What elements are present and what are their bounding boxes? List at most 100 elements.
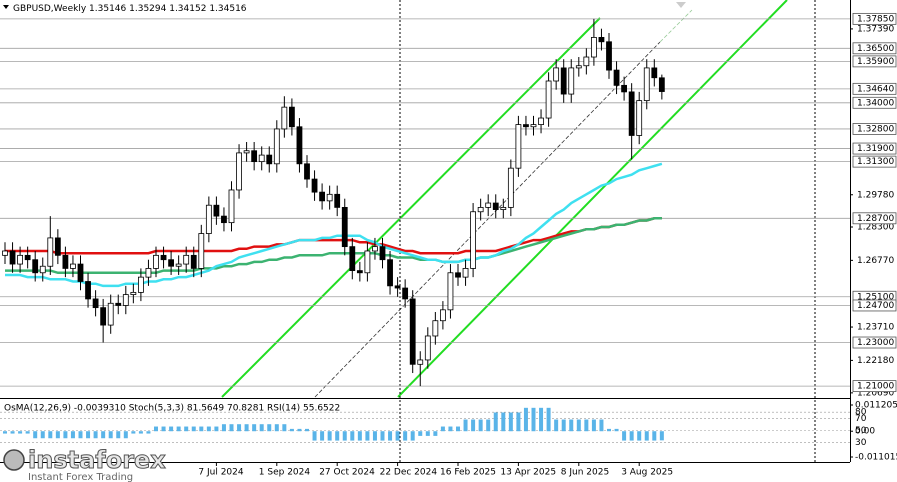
osma-bar: [463, 419, 468, 432]
level-label: 1.37850: [857, 14, 894, 24]
candle-body: [190, 254, 197, 269]
level-label: 1.31300: [857, 157, 894, 167]
candle-body: [296, 126, 303, 165]
candle-body: [243, 150, 250, 154]
osma-bar: [357, 431, 362, 441]
level-label: 1.23000: [857, 338, 894, 348]
osma-bar: [546, 407, 551, 432]
candle-body: [137, 276, 144, 293]
osma-bar: [305, 428, 309, 432]
osma-bar: [516, 412, 521, 432]
level-label-box: [852, 96, 897, 109]
candle-body: [32, 259, 39, 274]
candle-body: [47, 237, 54, 267]
candle-body: [54, 237, 61, 256]
candle-body: [198, 233, 205, 269]
osma-bar: [448, 426, 453, 432]
candle-body: [70, 263, 76, 269]
logo-brand: instaforex: [28, 446, 166, 474]
level-label: 1.28700: [857, 214, 894, 224]
osma-bar: [154, 426, 158, 432]
channel-mid-line: [659, 9, 693, 43]
candle-body: [387, 259, 393, 287]
osma-bar: [644, 431, 649, 441]
x-tick-label: 13 Apr 2025: [500, 468, 556, 478]
level-label-box: [852, 155, 897, 168]
last-high: 1.35294: [129, 4, 166, 14]
level-label-box: [852, 55, 897, 68]
osma-bar: [297, 428, 302, 432]
candle-body: [485, 202, 492, 208]
candle-body: [477, 206, 484, 213]
last-close: 1.34516: [209, 4, 246, 14]
candle-body: [439, 309, 446, 322]
osma-bar: [372, 431, 377, 441]
moving-average: [5, 217, 662, 255]
candle-body: [598, 37, 605, 43]
osma-bar: [539, 407, 544, 432]
candle-body: [153, 254, 159, 269]
osma-bar: [146, 431, 151, 434]
candle-body: [636, 100, 643, 136]
level-label-box: [852, 123, 897, 135]
candle-body: [17, 254, 24, 265]
logo-tagline: Instant Forex Trading: [28, 472, 133, 482]
level-label-box: [852, 82, 897, 95]
candle-body: [583, 56, 590, 67]
osma-tick-label: -0.011015: [855, 453, 897, 463]
candle-body: [447, 272, 454, 311]
candle-body: [311, 178, 318, 193]
last-open: 1.35146: [89, 4, 126, 14]
candle-body: [92, 298, 99, 309]
y-tick-label: 1.29780: [857, 190, 894, 200]
x-tick-label: 1 Sep 2024: [259, 468, 311, 478]
chart-header: GBPUSD,Weekly 1.35146 1.35294 1.34152 1.…: [13, 4, 247, 14]
marker: [676, 2, 686, 8]
osma-bar: [622, 431, 627, 441]
level-label: 1.32800: [857, 124, 894, 134]
x-tick-label: 7 Jul 2024: [198, 468, 243, 478]
candle-body: [24, 254, 31, 261]
last-low: 1.34152: [169, 4, 206, 14]
level-label: 1.25100: [857, 292, 894, 302]
level-label: 1.34000: [857, 98, 894, 108]
x-tick-label: 27 Oct 2024: [319, 468, 375, 478]
y-tick-label: 1.23710: [857, 323, 894, 333]
osma-bar: [282, 424, 287, 432]
osma-bar: [86, 431, 91, 439]
osma-bar: [456, 426, 460, 432]
candle-body: [281, 106, 288, 130]
watermark: instaforex Instant Forex Trading: [3, 446, 167, 482]
osma-bar: [10, 431, 15, 434]
candle-body: [455, 272, 461, 278]
osma-bar: [410, 431, 415, 441]
osma-bar: [659, 431, 664, 441]
candle-body: [273, 128, 280, 165]
osma-bar: [40, 431, 45, 439]
osma-bar: [55, 431, 60, 439]
y-tick-label: 1.37390: [857, 24, 894, 34]
osma-bar: [18, 431, 23, 434]
candle-body: [160, 254, 167, 261]
osma-bar: [191, 426, 196, 432]
candle-body: [545, 80, 552, 119]
osma-bar: [471, 419, 476, 432]
osma-bar: [267, 424, 272, 432]
x-tick-label: 3 Aug 2025: [621, 468, 673, 478]
candle-body: [100, 307, 107, 326]
osma-bar: [327, 431, 332, 441]
x-tick-label: 22 Dec 2024: [380, 468, 438, 478]
candle-body: [470, 211, 477, 269]
osma-bar: [388, 431, 393, 441]
osma-bar: [259, 424, 264, 432]
candle-body: [643, 67, 650, 102]
candle-body: [9, 250, 16, 265]
candle-body: [77, 263, 84, 282]
candle-body: [409, 298, 416, 365]
candle-body: [658, 77, 665, 92]
candle-body: [145, 268, 152, 278]
osma-bar: [478, 419, 483, 432]
osma-bar: [365, 431, 370, 441]
candle-body: [107, 302, 114, 326]
candle-body: [205, 204, 212, 234]
